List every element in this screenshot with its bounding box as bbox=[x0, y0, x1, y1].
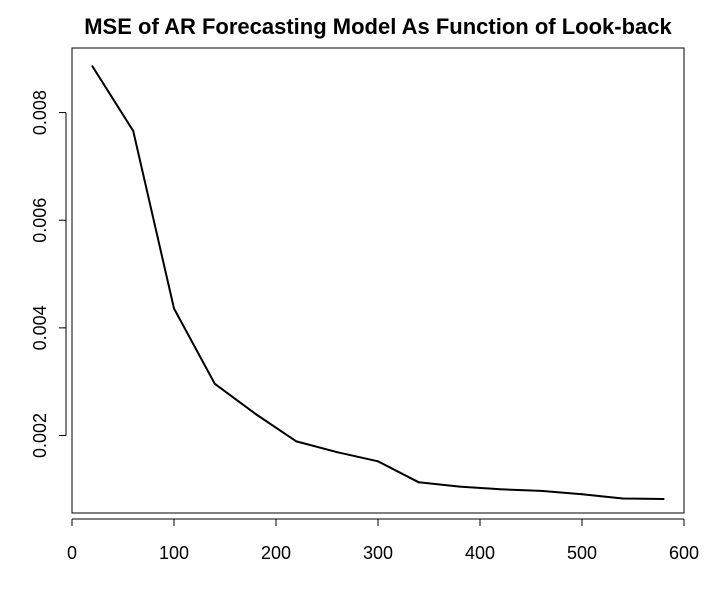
y-tick-label: 0.002 bbox=[30, 413, 50, 458]
data-point bbox=[336, 451, 339, 454]
x-tick-label: 200 bbox=[261, 543, 291, 563]
x-tick-label: 500 bbox=[567, 543, 597, 563]
x-axis: 0 100 200 300 400 500 600 bbox=[67, 518, 699, 563]
data-point bbox=[213, 382, 216, 385]
data-point bbox=[417, 481, 420, 484]
data-point bbox=[540, 489, 543, 492]
x-tick-label: 300 bbox=[363, 543, 393, 563]
data-point bbox=[499, 488, 502, 491]
y-axis: 0.002 0.004 0.006 0.008 bbox=[30, 90, 67, 458]
data-point bbox=[254, 412, 257, 415]
x-tick-label: 400 bbox=[465, 543, 495, 563]
y-tick-label: 0.008 bbox=[30, 90, 50, 135]
data-point bbox=[295, 440, 298, 443]
data-point bbox=[662, 498, 665, 501]
data-point bbox=[458, 485, 461, 488]
data-point bbox=[173, 307, 175, 310]
y-tick-label: 0.004 bbox=[30, 305, 50, 350]
x-tick-label: 600 bbox=[669, 543, 699, 563]
data-point bbox=[91, 65, 94, 68]
data-point bbox=[132, 129, 135, 132]
series-layer bbox=[91, 65, 665, 501]
chart-title: MSE of AR Forecasting Model As Function … bbox=[84, 14, 672, 39]
data-point bbox=[581, 493, 583, 496]
x-tick-label: 0 bbox=[67, 543, 77, 563]
y-tick-label: 0.006 bbox=[30, 198, 50, 243]
x-tick-label: 100 bbox=[159, 543, 189, 563]
plot-frame bbox=[71, 47, 685, 514]
data-point bbox=[377, 460, 379, 463]
data-point bbox=[621, 497, 624, 500]
series-line bbox=[91, 65, 664, 500]
